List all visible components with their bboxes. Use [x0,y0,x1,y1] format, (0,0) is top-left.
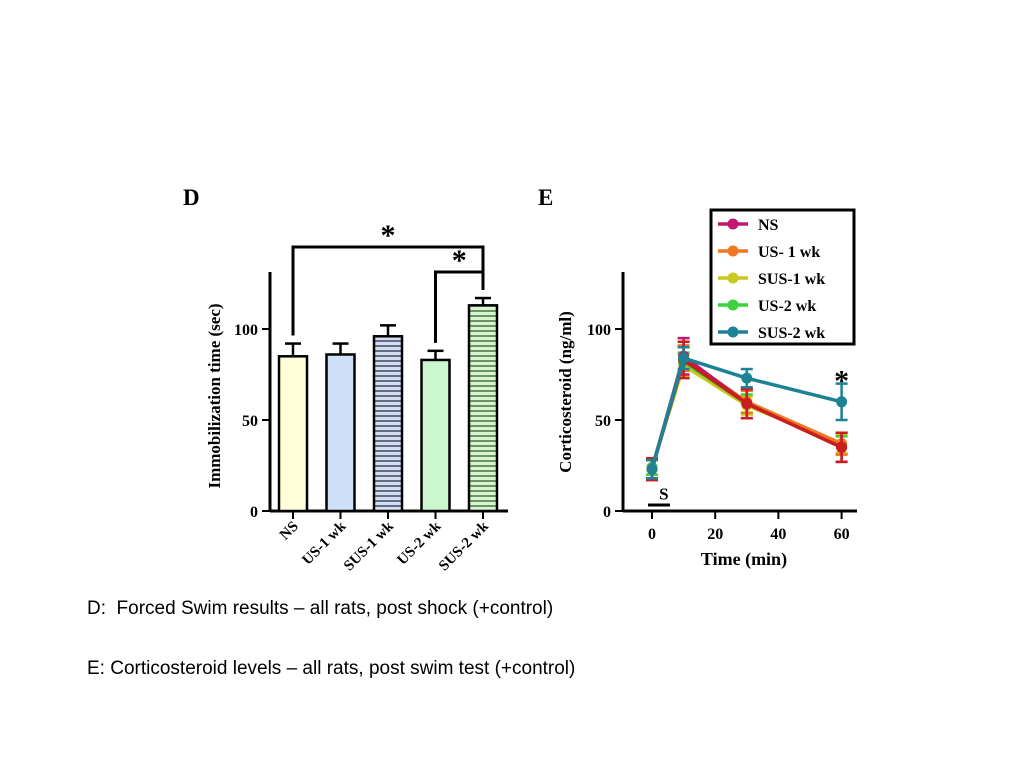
data-point [836,441,848,453]
x-tick-label: 0 [648,526,656,543]
y-tick-label: 0 [250,504,258,521]
significance-star: * [381,219,396,252]
legend-swatch-marker [727,326,739,338]
y-ticks: 0 50 100 [587,322,623,521]
bar-ns [277,355,309,513]
x-tick-label: NS [277,519,302,544]
bar-us-2-wk [420,358,451,513]
series-sus-2-wk [646,345,848,480]
legend-item: SUS-1 wk [718,271,825,288]
legend-label: NS [758,217,779,234]
bar-sus-1-wk [372,335,404,513]
shock-marker-label: S [659,484,668,503]
data-point [678,352,690,364]
legend-label: US-2 wk [758,298,816,315]
caption-e: E: Corticosteroid levels – all rats, pos… [87,658,576,679]
y-axis-label: Immobilization time (sec) [205,303,224,488]
legend: NS US- 1 wk SUS-1 wk US-2 wk SUS-2 wk [709,208,856,346]
legend-swatch-marker [727,218,739,230]
data-point [741,372,753,384]
series-line [650,355,843,470]
y-axis-label: Corticosteroid (ng/ml) [556,311,575,473]
significance-star: * [834,365,849,398]
x-tick-label: 60 [834,526,850,543]
y-tick-label: 0 [603,504,611,521]
significance-star: * [452,244,467,277]
data-point [646,463,658,475]
y-ticks: 0 50 100 [234,322,270,521]
panel-d-label: D [183,185,200,210]
x-tick-label: 40 [770,526,786,543]
significance-bracket [434,270,485,343]
legend-swatch-marker [727,272,739,284]
legend-label: SUS-2 wk [758,325,825,342]
data-point [836,396,848,408]
caption-d: D: Forced Swim results – all rats, post … [87,598,554,619]
data-point [741,398,753,410]
legend-label: SUS-1 wk [758,271,825,288]
legend-item: US- 1 wk [718,244,820,261]
x-ticks: 0 20 40 60 [648,511,850,543]
annotations: *S [648,365,849,507]
x-axis-label: Time (min) [701,549,787,570]
legend-swatch-marker [727,299,739,311]
legend-item: US-2 wk [718,298,816,315]
x-tick-label: SUS-1 wk [341,518,397,574]
bar-us-1-wk [325,353,356,513]
legend-label: US- 1 wk [758,244,820,261]
legend-item: NS [718,217,779,234]
significance-brackets: ** [291,219,485,343]
panel-e-label: E [538,185,553,210]
significance-bracket [291,245,485,336]
bar-sus-2-wk [467,304,499,513]
legend-swatch-marker [727,245,739,257]
legend-item: SUS-2 wk [718,325,825,342]
series-group [646,336,848,482]
bars [277,296,499,513]
y-tick-label: 50 [242,413,258,430]
y-tick-label: 50 [595,413,611,430]
x-tick-label: SUS-2 wk [436,518,492,574]
y-tick-label: 100 [587,322,611,339]
series-red-overlay [646,340,848,482]
y-tick-label: 100 [234,322,258,339]
x-tick-label: 20 [707,526,723,543]
